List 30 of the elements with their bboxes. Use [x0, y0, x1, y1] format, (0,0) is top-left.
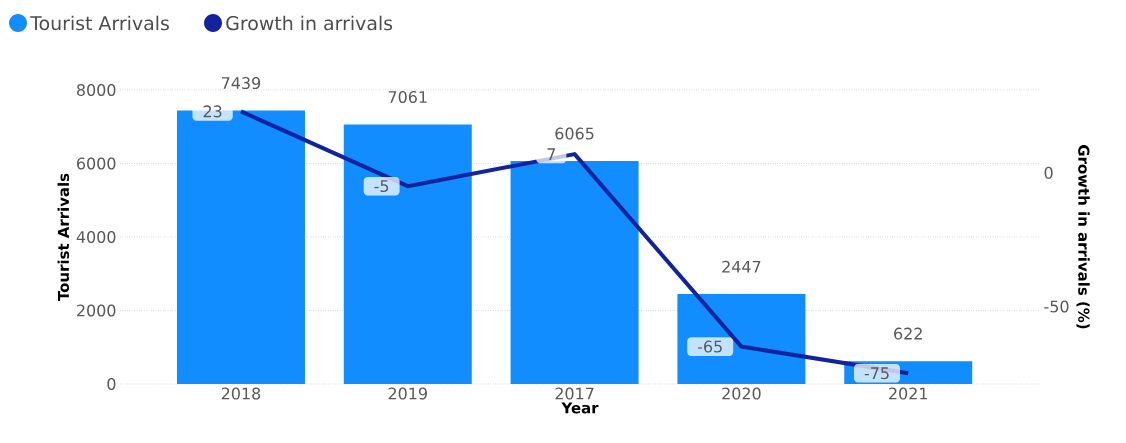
x-tick-label: 2018 — [221, 387, 261, 400]
y2-tick-label: -50 — [1044, 300, 1069, 313]
data-label: -75 — [864, 367, 889, 380]
y-tick-label: 4000 — [76, 230, 116, 244]
y2-axis-title: Growth in arrivals (%) — [1076, 145, 1090, 329]
data-label: -5 — [374, 180, 389, 193]
bar — [343, 124, 472, 384]
x-tick-label: 2021 — [889, 387, 928, 400]
x-tick-label: 2019 — [388, 387, 427, 400]
data-label: 23 — [203, 105, 222, 118]
bar — [510, 161, 639, 384]
data-label: -65 — [697, 340, 722, 353]
x-tick-label: 2020 — [722, 387, 761, 400]
data-label: 2447 — [722, 260, 761, 273]
data-label: 7061 — [388, 90, 427, 103]
legend-label: Growth in arrivals — [226, 15, 393, 31]
y-tick-label: 0 — [107, 377, 116, 391]
y-tick-label: 8000 — [77, 83, 116, 97]
bar — [677, 294, 806, 384]
y2-tick-label: 0 — [1044, 166, 1053, 179]
data-label: 7 — [547, 148, 556, 160]
y-tick-label: 2000 — [77, 304, 116, 317]
x-tick-label: 2017 — [555, 387, 594, 400]
x-axis-title: Year — [561, 402, 599, 414]
data-label: 622 — [894, 327, 922, 340]
y-axis-title: Tourist Arrivals — [57, 173, 70, 301]
data-label: 7439 — [221, 77, 261, 90]
legend-label: Tourist Arrivals — [30, 15, 169, 31]
y-tick-label: 6000 — [77, 157, 116, 170]
data-label: 6065 — [555, 127, 594, 140]
